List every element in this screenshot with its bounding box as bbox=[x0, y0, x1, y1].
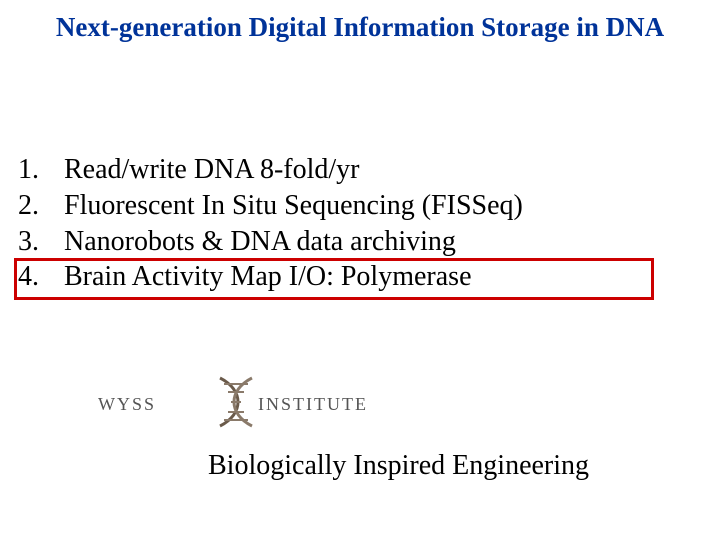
list-item: 2. Fluorescent In Situ Sequencing (FISSe… bbox=[18, 188, 658, 224]
logo-text-right: INSTITUTE bbox=[258, 394, 368, 415]
list-item-number: 1. bbox=[18, 152, 64, 188]
list-item-number: 3. bbox=[18, 224, 64, 260]
logo-text-left: WYSS bbox=[98, 394, 156, 415]
list-item: 1. Read/write DNA 8-fold/yr bbox=[18, 152, 658, 188]
slide: Next-generation Digital Information Stor… bbox=[0, 0, 720, 540]
highlight-box bbox=[14, 258, 654, 300]
tagline: Biologically Inspired Engineering bbox=[208, 450, 589, 482]
list-item-text: Fluorescent In Situ Sequencing (FISSeq) bbox=[64, 188, 658, 224]
wyss-logo: WYSS INSTITUTE bbox=[98, 370, 368, 430]
list-item-text: Read/write DNA 8-fold/yr bbox=[64, 152, 658, 188]
list-item-text: Nanorobots & DNA data archiving bbox=[64, 224, 658, 260]
list-item-number: 2. bbox=[18, 188, 64, 224]
dna-helix-icon bbox=[214, 376, 258, 428]
slide-title: Next-generation Digital Information Stor… bbox=[0, 12, 720, 43]
list-item: 3. Nanorobots & DNA data archiving bbox=[18, 224, 658, 260]
